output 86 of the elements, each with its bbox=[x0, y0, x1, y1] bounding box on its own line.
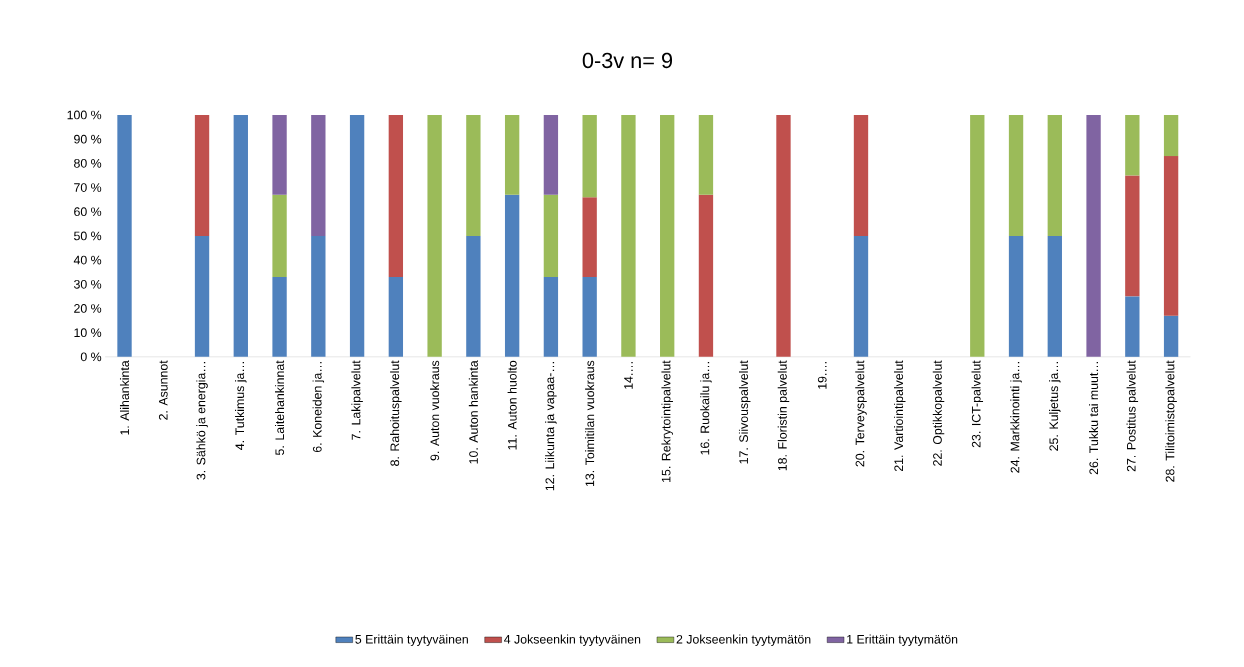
bar bbox=[698, 114, 714, 195]
x-tick-label: 13. Toimitilan vuokraus bbox=[585, 360, 595, 487]
bar bbox=[543, 114, 559, 195]
x-tick-label: 17. Siivouspalvelut bbox=[738, 360, 751, 464]
bar bbox=[1163, 156, 1179, 316]
bar bbox=[194, 235, 210, 357]
x-tick-label: 27. Postitus palvelut bbox=[1126, 360, 1139, 472]
legend-label: 1 Erittäin tyytymätön bbox=[847, 634, 958, 647]
chart-title: 0-3v n= 9 bbox=[582, 52, 673, 69]
bar bbox=[543, 194, 559, 277]
x-tick-label: 4. Tutkimus ja… bbox=[235, 361, 247, 450]
bar bbox=[1125, 175, 1140, 297]
x-tick-label: 12. Liikunta ja vapaa-… bbox=[545, 361, 557, 491]
bar bbox=[698, 194, 714, 357]
bar bbox=[466, 235, 481, 357]
y-tick-label: 50 % bbox=[74, 231, 102, 241]
bar bbox=[466, 114, 481, 236]
y-tick-label: 40 % bbox=[73, 255, 102, 265]
bar bbox=[311, 235, 326, 357]
x-tick-label: 18. Floristin palvelut bbox=[777, 360, 790, 471]
bar bbox=[1047, 114, 1062, 236]
bar bbox=[427, 114, 442, 357]
bar bbox=[1125, 114, 1140, 176]
bar bbox=[1086, 114, 1101, 357]
bar bbox=[1125, 296, 1140, 357]
bar bbox=[504, 114, 520, 195]
x-tick-label: 23. ICT-palvelut bbox=[971, 360, 984, 448]
x-tick-label: 24. Markkinointi ja… bbox=[1010, 361, 1022, 473]
bar bbox=[1047, 235, 1062, 357]
bar bbox=[621, 114, 636, 357]
x-tick-label: 26. Tukku tai muut… bbox=[1089, 361, 1099, 475]
bar bbox=[853, 235, 869, 357]
y-tick-label: 80 % bbox=[74, 158, 102, 168]
y-tick-label: 20 % bbox=[74, 304, 102, 313]
bar bbox=[388, 114, 404, 277]
bar bbox=[1163, 114, 1179, 157]
x-tick-label: 5. Laitehankinnat bbox=[275, 360, 285, 455]
bar bbox=[272, 194, 287, 277]
y-tick-label: 90 % bbox=[74, 134, 102, 144]
x-tick-label: 1. Alihankinta bbox=[119, 360, 130, 435]
bar bbox=[388, 276, 404, 357]
bar bbox=[582, 197, 597, 277]
x-tick-label: 9. Auton vuokraus bbox=[430, 360, 440, 461]
y-tick-label: 100 % bbox=[67, 110, 102, 120]
x-tick-label: 25. Kuljetus ja… bbox=[1049, 361, 1061, 451]
x-tick-label: 8. Rahoituspalvelut bbox=[390, 360, 402, 466]
bar bbox=[349, 114, 365, 357]
y-tick-label: 70 % bbox=[74, 183, 102, 192]
x-tick-label: 22. Optikkopalvelut bbox=[932, 360, 945, 466]
x-tick-label: 6. Koneiden ja… bbox=[312, 361, 325, 453]
bar bbox=[272, 114, 287, 195]
bar bbox=[272, 276, 287, 357]
x-tick-label: 7. Lakipalvelut bbox=[351, 360, 363, 440]
x-tick-label: 10. Auton hankinta bbox=[468, 360, 478, 464]
legend-label: 2 Jokseenkin tyytymätön bbox=[676, 634, 811, 647]
bar bbox=[776, 114, 791, 357]
bar bbox=[233, 114, 248, 357]
bar bbox=[1008, 114, 1024, 236]
bar bbox=[117, 114, 132, 357]
legend-label: 5 Erittäin tyytyväinen bbox=[355, 634, 468, 647]
bar bbox=[582, 114, 597, 198]
x-tick-label: 20. Terveyspalvelut bbox=[855, 360, 867, 467]
y-tick-label: 10 % bbox=[74, 328, 102, 337]
x-tick-label: 16. Ruokailu ja… bbox=[700, 361, 712, 455]
bar bbox=[660, 114, 675, 357]
x-tick-label: 15. Rekrytointipalvelut bbox=[661, 360, 673, 482]
bar bbox=[1163, 315, 1179, 357]
x-tick-label: 11. Auton huolto bbox=[507, 360, 517, 450]
bar bbox=[970, 114, 985, 357]
y-tick-label: 60 % bbox=[74, 207, 102, 217]
bar bbox=[1008, 235, 1024, 357]
bar bbox=[194, 114, 210, 236]
x-tick-label: 19.… bbox=[817, 361, 827, 389]
x-tick-label: 2. Asunnot bbox=[158, 360, 168, 420]
y-tick-label: 30 % bbox=[73, 279, 102, 289]
bar bbox=[543, 276, 559, 357]
y-tick-label: 0 % bbox=[80, 352, 102, 362]
x-tick-label: 21. Vartiointipalvelut bbox=[894, 360, 906, 472]
bar bbox=[582, 276, 597, 357]
x-tick-label: 3. Sähkö ja energia… bbox=[196, 361, 208, 480]
legend-label: 4 Jokseenkin tyytyväinen bbox=[504, 634, 641, 647]
x-tick-label: 14.… bbox=[624, 361, 633, 389]
bar bbox=[311, 114, 326, 236]
x-tick-label: 28. Tilitoimistopalvelut bbox=[1165, 360, 1177, 482]
bar bbox=[504, 194, 520, 357]
bar bbox=[853, 114, 869, 236]
